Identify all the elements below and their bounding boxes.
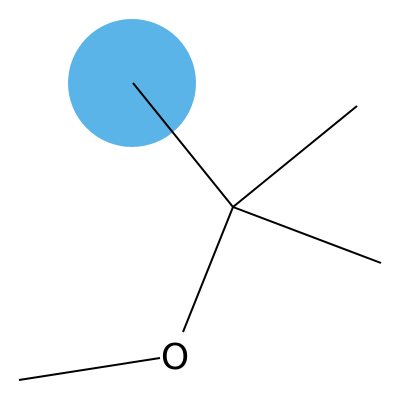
bond-carbon-oxygen	[182, 206, 234, 333]
bond-methyl-upper-left	[132, 82, 234, 208]
bond-methyl-upper-right	[232, 105, 358, 208]
oxygen-atom-label: O	[161, 337, 189, 378]
bond-oxygen-methyl	[18, 357, 161, 381]
highlighted-atom-marker	[68, 19, 196, 147]
bond-methyl-right	[232, 206, 382, 264]
